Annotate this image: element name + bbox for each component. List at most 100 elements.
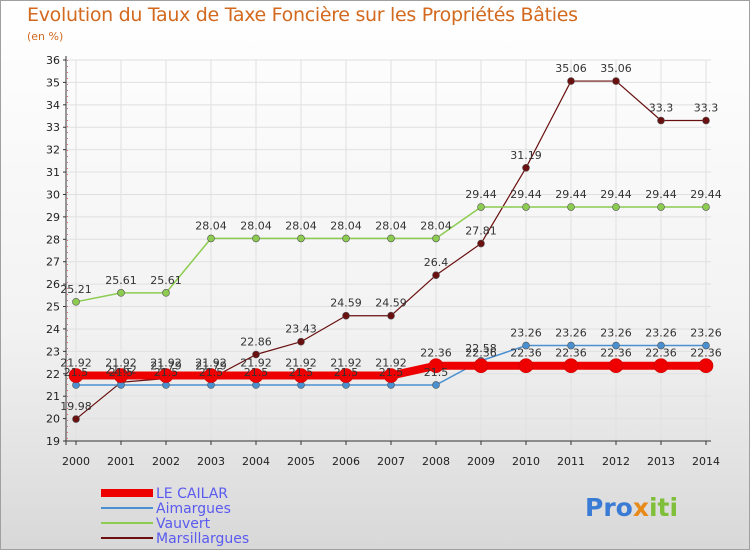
y-tick-label: 36 <box>46 54 60 67</box>
data-label: 24.59 <box>375 297 407 310</box>
y-tick-label: 20 <box>46 413 60 426</box>
logo-text-o: o <box>616 493 633 522</box>
data-point <box>477 203 485 211</box>
data-label: 25.61 <box>105 274 137 287</box>
x-tick-label: 2008 <box>422 455 450 468</box>
data-point <box>72 298 80 306</box>
data-point <box>297 234 305 243</box>
data-label: 22.36 <box>510 347 542 360</box>
data-point <box>207 234 215 243</box>
data-label: 23.26 <box>555 327 587 340</box>
data-label: 28.04 <box>240 219 272 232</box>
data-point <box>473 358 489 373</box>
data-label: 21.5 <box>334 366 359 379</box>
y-tick-label: 34 <box>46 99 60 112</box>
data-point <box>522 164 530 172</box>
y-unit-label: (en %) <box>27 30 64 43</box>
data-point <box>383 368 399 383</box>
x-tick-label: 2007 <box>377 455 405 468</box>
proxiti-logo: Proxiti <box>585 493 678 522</box>
y-tick-label: 27 <box>46 256 60 269</box>
grid <box>66 59 711 442</box>
data-label: 22.36 <box>420 347 452 360</box>
data-point <box>702 116 710 125</box>
data-label: 23.26 <box>645 327 677 340</box>
data-label: 23.26 <box>600 327 632 340</box>
data-point <box>297 337 305 346</box>
data-label: 21.5 <box>154 366 179 379</box>
data-point <box>522 341 530 350</box>
data-label: 21.92 <box>150 357 182 370</box>
data-label: 29.44 <box>690 188 722 201</box>
data-point <box>522 203 530 211</box>
data-label: 21.5 <box>199 366 224 379</box>
y-tick-label: 21 <box>46 390 60 403</box>
data-point <box>657 203 665 211</box>
y-tick-label: 19 <box>46 435 60 448</box>
data-label: 35.06 <box>555 62 587 75</box>
data-label: 31.19 <box>510 149 542 162</box>
data-point <box>612 203 620 211</box>
data-point <box>342 311 350 320</box>
data-point <box>567 203 575 211</box>
y-tick-label: 25 <box>46 301 60 314</box>
x-tick-label: 2013 <box>647 455 675 468</box>
data-labels: 21.92 21.92 21.92 21.92 21.92 21.92 21.92 21.92… <box>60 62 722 413</box>
data-point <box>113 368 129 383</box>
data-label: 23.43 <box>285 323 317 336</box>
y-tick-label: 35 <box>46 76 60 89</box>
data-point <box>72 415 80 423</box>
data-point <box>387 234 395 243</box>
data-point <box>657 116 665 125</box>
legend-label: Aimargues <box>156 501 231 517</box>
data-label: 28.04 <box>375 219 407 232</box>
data-label: 27.81 <box>465 225 497 238</box>
data-point <box>432 381 440 389</box>
x-tick-label: 2005 <box>287 455 315 468</box>
data-label: 22.58 <box>465 342 497 355</box>
data-label: 21.5 <box>64 366 89 379</box>
data-point <box>387 311 395 320</box>
data-label: 21.92 <box>285 357 317 370</box>
data-point <box>612 341 620 350</box>
data-point <box>342 234 350 243</box>
data-label: 22.36 <box>465 347 497 360</box>
y-tick-label: 29 <box>46 211 60 224</box>
data-point <box>612 77 620 85</box>
x-tick-label: 2011 <box>557 455 585 468</box>
data-point <box>567 341 575 350</box>
series-layer <box>68 77 714 423</box>
data-point <box>432 234 440 243</box>
data-point <box>653 358 669 373</box>
data-point <box>203 368 219 383</box>
data-point <box>702 203 710 211</box>
y-tick-label: 28 <box>46 233 60 246</box>
chart-title: Evolution du Taux de Taxe Foncière sur l… <box>27 4 578 26</box>
data-label: 21.5 <box>289 366 314 379</box>
y-tick-label: 26 <box>46 278 60 291</box>
data-point <box>338 368 354 383</box>
data-label: 21.79 <box>150 359 182 372</box>
data-label: 23.26 <box>690 327 722 340</box>
data-point <box>252 234 260 243</box>
data-label: 33.3 <box>694 102 719 115</box>
x-tick-label: 2000 <box>62 455 90 468</box>
logo-text-p: Pr <box>585 493 616 522</box>
data-point <box>428 358 444 373</box>
y-tick-label: 22 <box>46 368 60 381</box>
data-point <box>567 77 575 85</box>
y-tick-label: 23 <box>46 345 60 358</box>
data-label: 22.86 <box>240 335 272 348</box>
x-tick-label: 2001 <box>107 455 135 468</box>
data-point <box>252 350 260 359</box>
data-label: 21.5 <box>109 366 134 379</box>
data-label: 21.92 <box>375 357 407 370</box>
data-label: 23.26 <box>510 327 542 340</box>
legend-label: Marsillargues <box>156 531 249 547</box>
data-label: 35.06 <box>600 62 632 75</box>
data-label: 21.92 <box>60 357 92 370</box>
data-point <box>608 358 624 373</box>
data-label: 24.59 <box>330 297 362 310</box>
data-label: 29.44 <box>600 188 632 201</box>
